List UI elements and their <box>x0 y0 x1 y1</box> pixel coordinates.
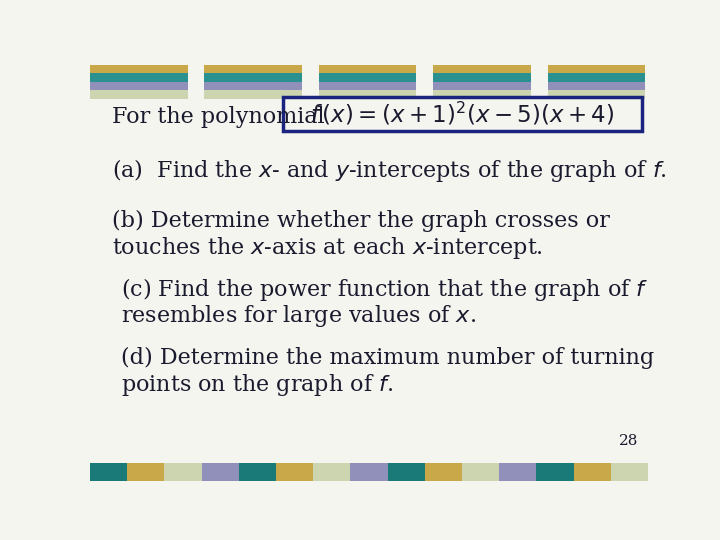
Bar <box>547 65 645 73</box>
Bar <box>90 463 127 481</box>
Bar <box>90 65 188 73</box>
Text: $f\,(x) = (x + 1)^2(x - 5)(x + 4)$: $f\,(x) = (x + 1)^2(x - 5)(x + 4)$ <box>310 100 615 128</box>
Bar <box>127 463 164 481</box>
Text: resembles for large values of $x$.: resembles for large values of $x$. <box>121 303 476 329</box>
Bar <box>90 90 188 99</box>
Bar <box>387 463 425 481</box>
Bar <box>204 90 302 99</box>
Bar <box>239 463 276 481</box>
Bar <box>433 65 531 73</box>
Text: points on the graph of $f$.: points on the graph of $f$. <box>121 372 393 398</box>
Bar <box>574 463 611 481</box>
Bar <box>319 65 416 73</box>
Bar <box>90 82 188 90</box>
Bar <box>319 82 416 90</box>
Bar <box>204 82 302 90</box>
Text: For the polynomial: For the polynomial <box>112 106 325 128</box>
Bar <box>433 90 531 99</box>
Bar <box>547 90 645 99</box>
Bar <box>202 463 239 481</box>
Bar <box>351 463 387 481</box>
Bar <box>499 463 536 481</box>
Bar <box>319 73 416 82</box>
FancyBboxPatch shape <box>282 97 642 131</box>
Text: (b) Determine whether the graph crosses or: (b) Determine whether the graph crosses … <box>112 210 610 232</box>
Bar <box>425 463 462 481</box>
Bar <box>319 90 416 99</box>
Text: (a)  Find the $x$- and $y$-intercepts of the graph of $f$.: (a) Find the $x$- and $y$-intercepts of … <box>112 157 667 184</box>
Bar <box>433 73 531 82</box>
Bar <box>164 463 202 481</box>
Bar <box>313 463 351 481</box>
Bar <box>90 73 188 82</box>
Text: (c) Find the power function that the graph of $f$: (c) Find the power function that the gra… <box>121 276 648 303</box>
Text: touches the $x$-axis at each $x$-intercept.: touches the $x$-axis at each $x$-interce… <box>112 235 544 261</box>
Bar <box>547 73 645 82</box>
Bar <box>204 73 302 82</box>
Bar <box>547 82 645 90</box>
Bar <box>433 82 531 90</box>
Bar <box>276 463 313 481</box>
Bar <box>204 65 302 73</box>
Text: (d) Determine the maximum number of turning: (d) Determine the maximum number of turn… <box>121 347 654 369</box>
Bar <box>536 463 574 481</box>
Bar <box>462 463 499 481</box>
Text: 28: 28 <box>618 434 638 448</box>
Bar <box>611 463 648 481</box>
